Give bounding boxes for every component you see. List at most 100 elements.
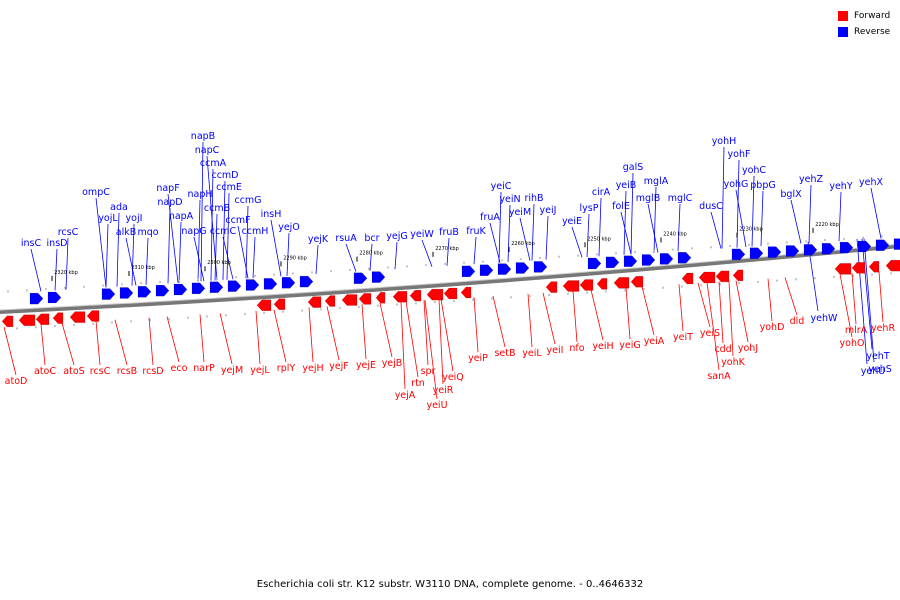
gene-label-yeit: yeiT [673, 332, 693, 343]
gene-label-cdd: cdd [714, 344, 731, 355]
reverse-gene-arrow[interactable] [137, 286, 152, 298]
reverse-gene-arrow[interactable] [623, 255, 638, 267]
reverse-gene-arrow[interactable] [263, 278, 278, 290]
reverse-gene-arrow[interactable] [641, 254, 656, 266]
forward-leader-line [308, 307, 314, 363]
reverse-gene-arrow[interactable] [281, 276, 296, 289]
reverse-gene-arrow[interactable] [353, 272, 368, 284]
reverse-gene-arrow[interactable] [191, 282, 206, 295]
reverse-leader-line [870, 187, 882, 239]
reverse-gene-arrow[interactable] [731, 248, 746, 261]
gene-label-cira: cirA [592, 187, 611, 198]
forward-gene-arrow[interactable] [18, 314, 36, 327]
forward-leader-line [728, 281, 734, 357]
forward-gene-arrow[interactable] [358, 293, 372, 305]
reverse-gene-arrow[interactable] [245, 279, 260, 291]
reverse-gene-arrow[interactable] [479, 264, 494, 277]
reverse-leader-line [394, 241, 398, 270]
reverse-gene-arrow[interactable] [821, 242, 836, 255]
forward-gene-arrow[interactable] [834, 263, 852, 275]
reverse-gene-arrow[interactable] [299, 275, 314, 288]
forward-leader-line [3, 326, 17, 376]
forward-gene-arrow[interactable] [732, 269, 744, 282]
reverse-gene-arrow[interactable] [767, 246, 782, 258]
reverse-gene-arrow[interactable] [893, 238, 900, 250]
forward-gene-arrow[interactable] [681, 272, 694, 285]
forward-gene-arrow[interactable] [426, 288, 444, 301]
reverse-gene-arrow[interactable] [497, 263, 512, 275]
reverse-gene-arrow[interactable] [839, 241, 854, 254]
reverse-gene-arrow[interactable] [461, 265, 476, 278]
gene-label-dld: dld [790, 316, 805, 327]
forward-gene-arrow[interactable] [409, 289, 422, 302]
forward-gene-arrow[interactable] [630, 275, 644, 288]
forward-leader-line [767, 278, 773, 322]
gene-label-yehr: yehR [871, 323, 895, 334]
forward-gene-arrow[interactable] [52, 312, 64, 324]
reverse-gene-arrow[interactable] [605, 256, 620, 269]
gene-label-ccme: ccmE [216, 182, 242, 193]
reverse-gene-arrow[interactable] [515, 262, 530, 274]
forward-gene-arrow[interactable] [460, 286, 472, 299]
gene-label-yohk: yohK [721, 357, 745, 368]
forward-gene-arrow[interactable] [341, 294, 358, 306]
gene-label-napg: napG [181, 226, 206, 237]
reverse-gene-arrow[interactable] [29, 292, 44, 305]
forward-gene-arrow[interactable] [273, 298, 286, 310]
reverse-leader-line [647, 203, 659, 253]
reverse-leader-line [623, 190, 627, 255]
forward-gene-arrow[interactable] [392, 290, 408, 303]
forward-gene-arrow[interactable] [1, 315, 14, 328]
forward-leader-line [326, 306, 340, 361]
forward-gene-arrow[interactable] [324, 295, 336, 307]
reverse-gene-arrow[interactable] [155, 284, 170, 297]
reverse-gene-arrow[interactable] [119, 287, 134, 299]
reverse-leader-line [507, 204, 511, 263]
forward-gene-arrow[interactable] [562, 280, 580, 292]
reverse-leader-line [861, 238, 873, 350]
gene-label-yeii: yeiI [547, 345, 564, 356]
forward-gene-arrow[interactable] [545, 281, 558, 293]
gene-label-bglx: bglX [780, 189, 802, 200]
reverse-gene-arrow[interactable] [749, 247, 764, 259]
reverse-gene-arrow[interactable] [47, 291, 62, 304]
gene-label-yeis: yeiS [700, 328, 720, 339]
gene-label-atod: atoD [5, 376, 28, 387]
reverse-gene-arrow[interactable] [785, 245, 800, 257]
forward-gene-arrow[interactable] [698, 271, 716, 284]
gene-label-yejo: yejO [278, 222, 300, 233]
reverse-gene-arrow[interactable] [227, 280, 242, 292]
reverse-gene-arrow[interactable] [803, 244, 818, 256]
reverse-gene-arrow[interactable] [857, 240, 872, 253]
forward-gene-arrow[interactable] [885, 259, 900, 272]
forward-leader-line [361, 304, 367, 360]
dna-backbone: 2320 kbp 2310 kbp 2300 kbp 2290 kbp 2280 kbp… [0, 222, 900, 330]
reverse-gene-arrow[interactable] [875, 239, 890, 252]
forward-gene-arrow[interactable] [443, 287, 458, 300]
forward-gene-arrow[interactable] [613, 277, 630, 289]
reverse-gene-arrow[interactable] [587, 257, 602, 270]
forward-gene-arrow[interactable] [69, 311, 86, 323]
reverse-gene-arrow[interactable] [101, 288, 116, 300]
gene-arrows [1, 238, 900, 328]
reverse-gene-arrow[interactable] [659, 253, 674, 265]
forward-gene-arrow[interactable] [596, 278, 608, 290]
forward-gene-arrow[interactable] [307, 296, 322, 308]
forward-gene-arrow[interactable] [86, 310, 100, 322]
reverse-gene-arrow[interactable] [533, 261, 548, 273]
reverse-gene-arrow[interactable] [677, 252, 692, 264]
forward-gene-arrow[interactable] [579, 279, 594, 291]
gene-label-yehz: yehZ [799, 174, 823, 185]
forward-gene-arrow[interactable] [851, 262, 866, 274]
forward-gene-arrow[interactable] [868, 261, 880, 273]
reverse-gene-arrow[interactable] [209, 281, 224, 294]
forward-gene-arrow[interactable] [35, 313, 50, 325]
forward-gene-arrow[interactable] [256, 299, 272, 312]
gene-label-spr: spr [421, 366, 436, 377]
reverse-gene-arrow[interactable] [173, 283, 188, 296]
forward-gene-arrow[interactable] [715, 270, 730, 283]
gene-label-rtn: rtn [411, 378, 425, 389]
reverse-gene-arrow[interactable] [371, 271, 386, 283]
forward-gene-arrow[interactable] [375, 292, 386, 304]
gene-label-yehy: yehY [829, 181, 852, 192]
